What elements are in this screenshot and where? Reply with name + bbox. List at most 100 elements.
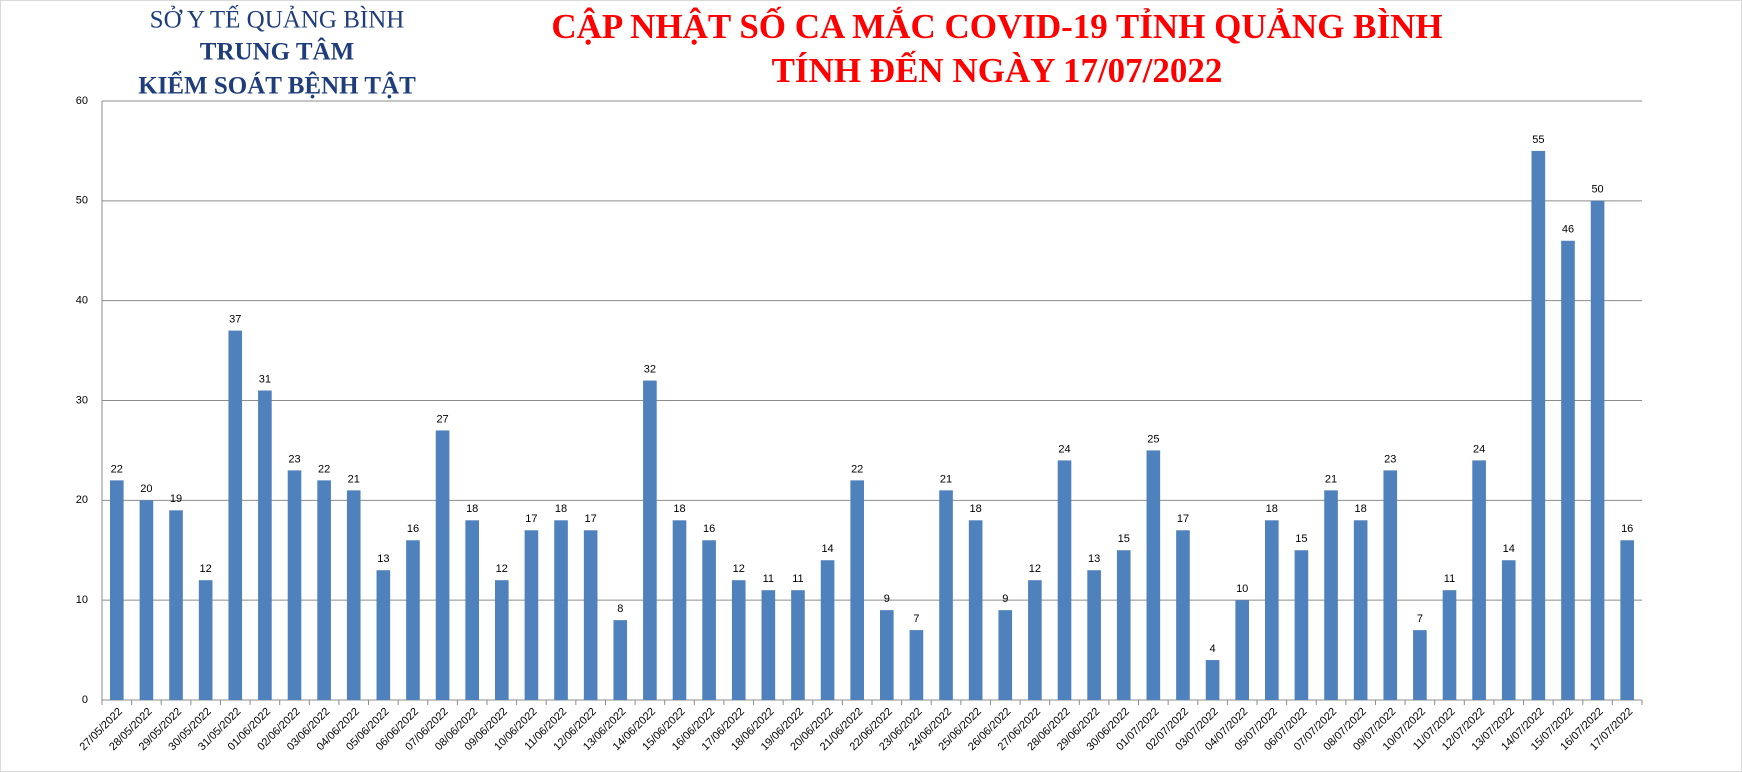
value-label: 12 xyxy=(1029,563,1041,575)
bar xyxy=(1028,580,1042,700)
value-label: 16 xyxy=(407,523,419,535)
bar xyxy=(1353,520,1368,700)
bar xyxy=(1620,540,1635,700)
bar xyxy=(1176,530,1190,700)
value-label: 19 xyxy=(170,493,182,505)
bar xyxy=(1501,560,1516,700)
value-label: 23 xyxy=(288,453,300,465)
value-label: 9 xyxy=(1002,593,1008,605)
bar xyxy=(406,540,420,700)
value-label: 11 xyxy=(792,573,803,585)
bar xyxy=(613,620,628,700)
bar xyxy=(435,430,450,700)
value-label: 8 xyxy=(617,603,623,615)
bar xyxy=(761,590,776,700)
value-label: 27 xyxy=(436,413,448,425)
bar xyxy=(1383,470,1398,700)
value-label: 17 xyxy=(525,513,537,525)
value-label: 55 xyxy=(1532,134,1544,146)
y-tick-label: 60 xyxy=(76,95,88,107)
chart-title: CẬP NHẬT SỐ CA MẮC COVID-19 TỈNH QUẢNG B… xyxy=(551,5,1442,46)
value-label: 12 xyxy=(733,563,745,575)
bar xyxy=(702,540,716,700)
value-label: 12 xyxy=(496,563,508,575)
value-label: 12 xyxy=(200,563,212,575)
value-label: 7 xyxy=(1417,613,1423,625)
bar xyxy=(1324,490,1338,700)
bar xyxy=(1235,600,1250,700)
value-label: 37 xyxy=(229,314,241,326)
value-label: 18 xyxy=(1266,503,1278,515)
value-label: 22 xyxy=(318,463,330,475)
value-label: 17 xyxy=(585,513,597,525)
bar xyxy=(1116,550,1131,700)
bar xyxy=(524,530,539,700)
value-label: 15 xyxy=(1295,533,1307,545)
bar xyxy=(346,490,361,700)
bar xyxy=(791,590,805,700)
value-label: 24 xyxy=(1473,443,1485,455)
bar xyxy=(672,520,687,700)
bar xyxy=(1531,150,1546,700)
bar xyxy=(1561,240,1575,700)
value-label: 46 xyxy=(1562,224,1574,236)
value-label: 21 xyxy=(940,473,952,485)
bar xyxy=(228,330,243,700)
bar xyxy=(1205,660,1220,700)
value-label: 21 xyxy=(348,473,360,485)
value-label: 9 xyxy=(884,593,890,605)
value-label: 14 xyxy=(821,543,833,555)
value-label: 7 xyxy=(913,613,919,625)
value-label: 16 xyxy=(1621,523,1633,535)
bar xyxy=(998,610,1013,700)
value-label: 22 xyxy=(851,463,863,475)
bar xyxy=(909,630,924,700)
bar xyxy=(198,580,213,700)
value-label: 18 xyxy=(466,503,478,515)
bar xyxy=(583,530,598,700)
bar xyxy=(1442,590,1457,700)
bar xyxy=(1413,630,1427,700)
value-label: 25 xyxy=(1147,433,1159,445)
bar xyxy=(731,580,746,700)
value-label: 16 xyxy=(703,523,715,535)
value-label: 13 xyxy=(1088,553,1100,565)
bar xyxy=(1590,200,1605,701)
org-line: TRUNG TÂM xyxy=(200,38,354,66)
value-label: 10 xyxy=(1236,583,1248,595)
bar xyxy=(317,480,331,700)
bar xyxy=(258,390,272,700)
bar xyxy=(554,520,568,700)
value-label: 17 xyxy=(1177,513,1189,525)
value-label: 31 xyxy=(259,373,271,385)
bar xyxy=(109,480,124,700)
org-line: SỞ Y TẾ QUẢNG BÌNH xyxy=(150,5,405,34)
value-label: 18 xyxy=(673,503,685,515)
bar xyxy=(465,520,480,700)
org-line: KIỂM SOÁT BỆNH TẬT xyxy=(138,71,416,100)
y-tick-label: 50 xyxy=(76,195,88,207)
value-label: 20 xyxy=(140,483,152,495)
bar xyxy=(494,580,509,700)
value-label: 22 xyxy=(111,463,123,475)
value-label: 11 xyxy=(763,573,774,585)
bar xyxy=(139,500,154,700)
y-tick-label: 10 xyxy=(76,594,88,606)
bar xyxy=(643,380,657,700)
value-label: 18 xyxy=(1355,503,1367,515)
value-label: 15 xyxy=(1118,533,1130,545)
value-label: 24 xyxy=(1058,443,1070,455)
value-label: 18 xyxy=(970,503,982,515)
y-tick-label: 0 xyxy=(82,694,88,706)
value-label: 23 xyxy=(1384,453,1396,465)
bar xyxy=(1294,550,1309,700)
bar xyxy=(1264,520,1279,700)
y-tick-label: 20 xyxy=(76,494,88,506)
value-label: 13 xyxy=(377,553,389,565)
bar xyxy=(939,490,953,700)
bar xyxy=(820,560,835,700)
value-label: 4 xyxy=(1210,643,1216,655)
bar xyxy=(287,470,302,700)
value-label: 18 xyxy=(555,503,567,515)
